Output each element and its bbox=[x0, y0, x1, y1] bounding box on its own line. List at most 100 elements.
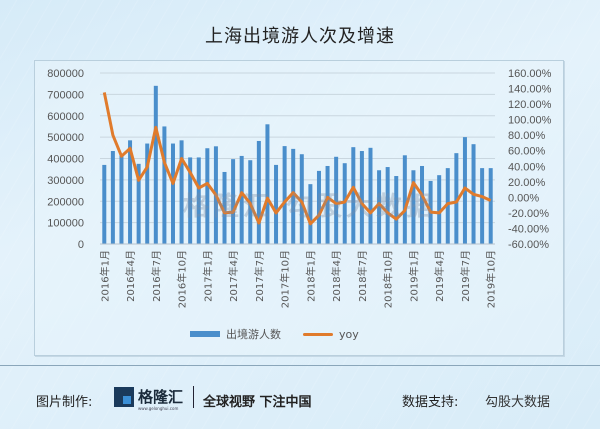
legend-item-line: yoy bbox=[303, 328, 359, 341]
logo-url: www.gelonghui.com bbox=[138, 406, 179, 411]
left-axis-tick: 100000 bbox=[47, 218, 84, 230]
bar bbox=[325, 165, 330, 244]
right-axis-tick: 160.00% bbox=[508, 68, 552, 80]
bar bbox=[359, 151, 364, 244]
chart-title: 上海出境游人次及增速 bbox=[205, 26, 395, 47]
legend-line-swatch bbox=[303, 332, 333, 336]
bar bbox=[316, 170, 321, 244]
bar bbox=[291, 148, 296, 244]
bar bbox=[342, 163, 347, 244]
combo-chart: 0 100000 200000 300000 400000 500000 600000 700… bbox=[47, 68, 552, 308]
bar bbox=[334, 156, 339, 244]
bar bbox=[136, 163, 141, 244]
chart-legend: 出境游人数 yoy bbox=[190, 326, 373, 342]
right-axis-tick: 120.00% bbox=[508, 99, 552, 111]
bar bbox=[128, 140, 133, 244]
legend-bar-swatch bbox=[190, 331, 220, 337]
footer-divider bbox=[0, 365, 600, 366]
bar bbox=[411, 170, 416, 244]
legend-bar-label: 出境游人数 bbox=[226, 328, 281, 341]
bar bbox=[454, 153, 459, 244]
right-axis-tick: 0.00% bbox=[508, 192, 539, 204]
bar bbox=[402, 155, 407, 244]
watermark-text: 格隆汇 勾股大数据 bbox=[183, 192, 437, 222]
bar bbox=[145, 143, 150, 244]
x-axis-tick: 2019年10月 bbox=[485, 250, 498, 308]
right-axis-tick: 140.00% bbox=[508, 84, 552, 96]
bar bbox=[488, 168, 493, 244]
bar bbox=[256, 140, 261, 244]
bar bbox=[351, 147, 356, 244]
right-axis-tick: 100.00% bbox=[508, 115, 552, 127]
bar bbox=[308, 184, 313, 244]
x-axis-tick: 2017年7月 bbox=[253, 250, 266, 302]
bar bbox=[480, 168, 485, 244]
x-axis-tick: 2017年1月 bbox=[201, 250, 214, 302]
x-axis-tick: 2016年1月 bbox=[98, 250, 111, 302]
x-axis-tick: 2016年4月 bbox=[124, 250, 137, 302]
bar bbox=[445, 168, 450, 244]
x-axis-tick: 2017年4月 bbox=[227, 250, 240, 302]
brand-logo: 格隆汇 www.gelonghui.com bbox=[114, 386, 184, 411]
right-axis-tick: 80.00% bbox=[508, 130, 546, 142]
footer-separator bbox=[193, 386, 194, 408]
bar bbox=[394, 176, 399, 244]
x-axis-tick: 2019年1月 bbox=[407, 250, 420, 302]
bar bbox=[299, 154, 304, 244]
bar bbox=[153, 85, 158, 244]
right-axis-tick: 20.00% bbox=[508, 177, 546, 189]
bar bbox=[188, 157, 193, 244]
bar bbox=[368, 147, 373, 244]
bar bbox=[110, 151, 115, 244]
bar bbox=[102, 164, 107, 244]
bar bbox=[385, 167, 390, 244]
source-value: 勾股大数据 bbox=[485, 395, 551, 410]
left-axis-tick: 400000 bbox=[47, 154, 84, 166]
left-axis-tick: 0 bbox=[78, 239, 84, 251]
left-axis-tick: 500000 bbox=[47, 132, 84, 144]
slogan: 全球视野 下注中国 bbox=[203, 395, 312, 410]
legend-item-bar: 出境游人数 bbox=[190, 326, 281, 342]
x-axis-tick: 2019年4月 bbox=[433, 250, 446, 302]
made-by-label: 图片制作: bbox=[36, 395, 93, 410]
legend-line-label: yoy bbox=[339, 327, 359, 341]
footer: 图片制作: 格隆汇 www.gelonghui.com 全球视野 下注中国 数据… bbox=[0, 384, 600, 414]
x-axis-tick: 2019年7月 bbox=[459, 250, 472, 302]
bar bbox=[205, 148, 210, 244]
x-axis-tick: 2018年1月 bbox=[304, 250, 317, 302]
right-axis-tick: 60.00% bbox=[508, 146, 546, 158]
right-axis-tick: -60.00% bbox=[508, 239, 549, 251]
x-axis-tick: 2018年4月 bbox=[330, 250, 343, 302]
x-axis-tick: 2016年7月 bbox=[150, 250, 163, 302]
bar bbox=[179, 140, 184, 244]
left-axis-tick: 800000 bbox=[47, 68, 84, 80]
right-axis-tick: -40.00% bbox=[508, 223, 549, 235]
bar bbox=[265, 124, 270, 244]
bar bbox=[420, 165, 425, 244]
left-axis-tick: 300000 bbox=[47, 175, 84, 187]
source-label: 数据支持: bbox=[402, 395, 459, 410]
bar bbox=[437, 175, 442, 244]
bar bbox=[222, 171, 227, 244]
bar bbox=[119, 155, 124, 244]
bar bbox=[274, 164, 279, 244]
bar bbox=[196, 157, 201, 244]
x-axis-tick: 2018年7月 bbox=[356, 250, 369, 302]
left-axis-tick: 600000 bbox=[47, 111, 84, 123]
yoy-line bbox=[102, 92, 492, 226]
bar bbox=[377, 170, 382, 244]
bar bbox=[162, 126, 167, 244]
bar bbox=[170, 143, 175, 244]
left-axis-tick: 200000 bbox=[47, 196, 84, 208]
logo-name: 格隆汇 bbox=[138, 388, 184, 406]
x-axis-tick: 2018年10月 bbox=[382, 250, 395, 308]
logo-mark-icon bbox=[114, 386, 134, 407]
bar bbox=[282, 146, 287, 244]
x-axis-tick: 2017年10月 bbox=[279, 250, 292, 308]
right-axis-tick: -20.00% bbox=[508, 208, 549, 220]
left-axis-tick: 700000 bbox=[47, 89, 84, 101]
x-axis-tick: 2016年10月 bbox=[176, 250, 189, 308]
bar bbox=[231, 159, 236, 244]
bar bbox=[239, 155, 244, 244]
right-axis-tick: 40.00% bbox=[508, 161, 546, 173]
